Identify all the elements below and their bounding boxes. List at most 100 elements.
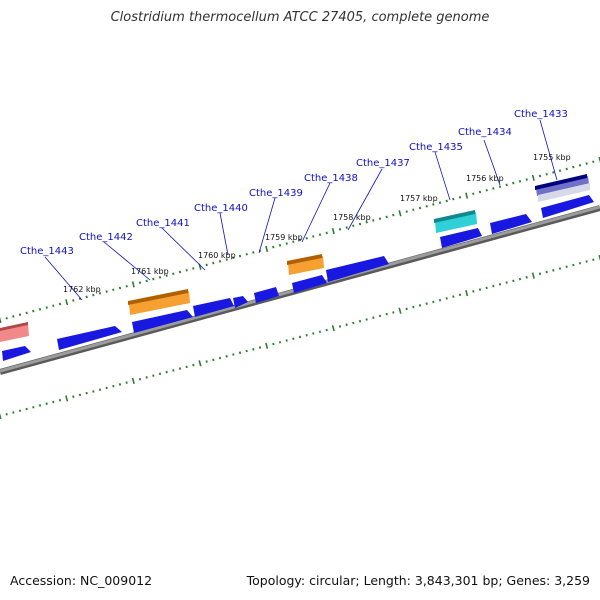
major-tick [0, 316, 2, 324]
minor-tick [278, 340, 282, 344]
minor-tick [152, 374, 155, 377]
minor-tick [565, 265, 568, 269]
minor-tick [18, 313, 22, 316]
major-tick [465, 289, 469, 297]
minor-tick [272, 342, 275, 346]
minor-tick [165, 370, 168, 374]
minor-tick [572, 165, 575, 169]
gene-label[interactable]: Cthe_1437 [356, 158, 410, 169]
minor-tick [172, 369, 175, 372]
cds-arrow[interactable] [2, 346, 31, 361]
minor-tick [432, 203, 435, 206]
minor-tick [52, 304, 55, 308]
pink-feature[interactable] [0, 322, 29, 342]
minor-tick [312, 332, 315, 335]
cds-arrow[interactable] [254, 287, 279, 303]
minor-tick [325, 328, 328, 332]
minor-tick [358, 319, 362, 323]
cds-arrow[interactable] [132, 310, 193, 333]
minor-tick [298, 335, 302, 339]
minor-tick [365, 220, 368, 224]
leader-lines [44, 119, 558, 301]
minor-tick [498, 185, 502, 188]
gene-label[interactable]: Cthe_1439 [249, 188, 303, 199]
cds-arrow[interactable] [233, 296, 248, 308]
minor-tick [432, 300, 435, 304]
minor-tick [578, 164, 582, 167]
minor-tick [438, 298, 442, 302]
minor-tick [245, 252, 248, 256]
gene-label[interactable]: Cthe_1441 [136, 218, 190, 229]
minor-tick [358, 222, 362, 226]
minor-tick [238, 254, 242, 258]
minor-tick [165, 274, 168, 277]
minor-tick [145, 279, 148, 283]
gene-label[interactable]: Cthe_1433 [514, 109, 568, 120]
minor-tick [58, 302, 62, 306]
minor-tick [472, 290, 475, 293]
minor-tick [78, 393, 82, 397]
minor-tick [138, 281, 142, 284]
minor-tick [32, 405, 35, 409]
minor-tick [138, 377, 142, 381]
minor-tick [378, 217, 382, 220]
minor-tick [112, 384, 115, 388]
minor-tick [32, 309, 35, 313]
cds-arrow[interactable] [193, 298, 234, 317]
minor-tick [292, 240, 295, 244]
minor-tick [338, 325, 342, 328]
major-tick [65, 299, 69, 306]
cds-arrow[interactable] [490, 214, 532, 234]
minor-tick [45, 306, 48, 309]
minor-tick [525, 178, 528, 181]
minor-tick [298, 238, 302, 242]
minor-tick [305, 236, 308, 240]
minor-tick [85, 391, 88, 395]
minor-tick [425, 204, 428, 208]
minor-tick [185, 365, 188, 369]
minor-tick [192, 363, 195, 367]
minor-tick [585, 260, 588, 263]
minor-tick [392, 311, 395, 314]
gene-label[interactable]: Cthe_1442 [79, 232, 133, 243]
minor-tick [505, 281, 508, 284]
kbp-label: 1759 kbp [265, 233, 303, 242]
cds-arrow[interactable] [541, 195, 594, 218]
minor-tick [518, 180, 522, 183]
orange-feature[interactable] [287, 254, 324, 275]
minor-tick [452, 295, 455, 298]
minor-tick [85, 295, 88, 299]
minor-tick [238, 351, 242, 355]
purple-feature[interactable] [535, 174, 590, 202]
minor-tick [12, 315, 15, 318]
minor-tick [592, 258, 595, 262]
gene-label[interactable]: Cthe_1440 [194, 203, 248, 214]
minor-tick [25, 311, 28, 315]
feature-track [0, 174, 590, 342]
major-tick [131, 281, 135, 288]
minor-tick [338, 228, 342, 231]
gene-label[interactable]: Cthe_1435 [409, 142, 463, 153]
minor-tick [192, 267, 195, 270]
minor-tick [425, 302, 428, 305]
minor-tick [218, 260, 222, 263]
minor-tick [565, 167, 568, 171]
cyan-feature[interactable] [434, 210, 477, 233]
minor-tick [525, 276, 528, 279]
cds-arrow[interactable] [292, 275, 327, 293]
minor-tick [118, 383, 122, 386]
minor-tick [38, 404, 42, 407]
gene-label[interactable]: Cthe_1443 [20, 246, 74, 257]
cds-arrow[interactable] [326, 256, 389, 282]
gene-label[interactable]: Cthe_1438 [304, 173, 358, 184]
minor-tick [105, 290, 108, 293]
gene-label[interactable]: Cthe_1434 [458, 127, 512, 138]
orange-feature[interactable] [128, 289, 190, 315]
minor-tick [285, 339, 288, 342]
cds-arrow[interactable] [440, 228, 482, 248]
cds-arrow[interactable] [57, 326, 122, 350]
minor-tick [205, 360, 208, 363]
minor-tick [278, 244, 282, 247]
minor-tick [372, 219, 375, 222]
